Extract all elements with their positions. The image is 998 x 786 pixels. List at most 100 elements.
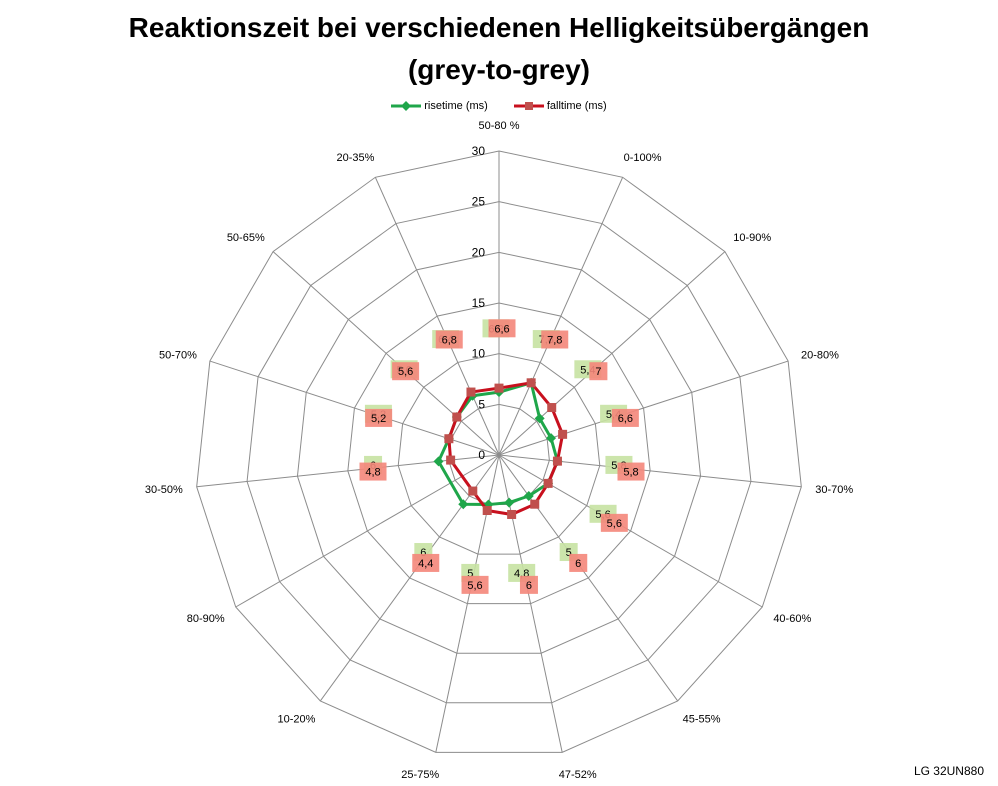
falltime-label-box <box>589 362 608 381</box>
series-line-risetime <box>437 381 559 507</box>
falltime-point <box>547 403 557 413</box>
legend-label-falltime: falltime (ms) <box>546 100 607 112</box>
grid-ring <box>246 201 752 704</box>
risetime-point <box>523 490 534 501</box>
falltime-data-label: 5,2 <box>371 413 386 425</box>
grid-spoke <box>498 360 789 456</box>
legend-item-falltime: falltime (ms) <box>513 100 607 112</box>
falltime-point <box>494 383 504 393</box>
falltime-data-label: 5,6 <box>467 580 482 592</box>
risetime-point <box>433 456 444 467</box>
falltime-data-label: 6 <box>575 558 581 570</box>
falltime-data-label: 5,6 <box>398 366 413 378</box>
falltime-data-label: 6,8 <box>442 335 457 347</box>
falltime-data-label: 6,6 <box>618 413 633 425</box>
legend: risetime (ms) falltime (ms) <box>0 100 998 112</box>
legend-marker-risetime-icon <box>391 101 422 111</box>
category-label: 20-80% <box>801 349 839 361</box>
category-label: 45-55% <box>683 714 721 726</box>
grid-ring <box>347 302 651 605</box>
risetime-data-label: 6 <box>420 547 426 559</box>
falltime-point <box>482 506 492 516</box>
falltime-point <box>444 434 454 444</box>
falltime-data-label: 6 <box>526 580 532 592</box>
falltime-point <box>552 456 562 466</box>
falltime-label-box <box>435 330 463 349</box>
chart-title: Reaktionszeit bei verschiedenen Helligke… <box>128 12 870 43</box>
category-label: 10-90% <box>733 232 771 244</box>
model-label: LG 32UN880 <box>913 764 984 778</box>
falltime-point <box>530 499 540 509</box>
falltime-data-label: 6,6 <box>494 323 509 335</box>
category-label: 30-70% <box>815 484 853 496</box>
risetime-point <box>458 499 469 510</box>
tick-label: 10 <box>472 347 486 361</box>
falltime-label-box <box>412 553 440 572</box>
grid-spoke <box>498 251 726 456</box>
category-label: 50-80 % <box>479 120 520 132</box>
risetime-data-label: 5 <box>467 568 473 580</box>
grid-spoke <box>498 454 802 488</box>
tick-label: 15 <box>472 296 486 310</box>
falltime-label-box <box>617 462 645 481</box>
risetime-data-label: 5 <box>566 547 572 559</box>
grid-spoke <box>235 454 500 608</box>
falltime-data-label: 7 <box>595 366 601 378</box>
tick-label: 5 <box>478 397 485 411</box>
falltime-data-label: 4,8 <box>365 467 380 479</box>
category-label: 50-70% <box>159 349 197 361</box>
chart-subtitle: (grey-to-grey) <box>407 54 590 85</box>
category-label: 30-50% <box>145 484 183 496</box>
falltime-point <box>543 478 553 488</box>
grid-spoke <box>319 454 500 702</box>
falltime-label-box <box>611 408 639 427</box>
grid-spoke <box>272 251 500 456</box>
grid-spoke <box>374 177 500 456</box>
legend-marker-falltime-icon <box>513 102 544 110</box>
risetime-point <box>546 433 557 444</box>
grid-spoke <box>209 360 500 456</box>
legend-label-risetime: risetime (ms) <box>424 100 488 112</box>
grid-spoke <box>498 454 763 608</box>
falltime-data-label: 7,8 <box>547 335 562 347</box>
falltime-point <box>558 429 568 439</box>
risetime-point <box>534 413 545 424</box>
category-label: 47-52% <box>559 769 597 781</box>
falltime-label-box <box>365 408 393 427</box>
falltime-label-box <box>359 462 387 481</box>
falltime-point <box>466 387 476 397</box>
category-label: 50-65% <box>227 232 265 244</box>
grid-ring <box>196 150 802 753</box>
falltime-label-box <box>569 553 588 572</box>
falltime-data-label: 4,4 <box>418 558 433 570</box>
tick-label: 25 <box>472 195 486 209</box>
legend-item-risetime: risetime (ms) <box>391 100 488 112</box>
category-label: 80-90% <box>187 613 225 625</box>
falltime-label-box <box>519 575 538 594</box>
falltime-label-box <box>541 330 569 349</box>
falltime-data-label: 5,6 <box>607 518 622 530</box>
falltime-label-box <box>488 319 516 338</box>
falltime-label-box <box>600 513 628 532</box>
tick-label: 20 <box>472 245 486 259</box>
falltime-point <box>468 486 478 496</box>
risetime-point <box>504 497 515 508</box>
grid-ring <box>397 353 601 555</box>
falltime-label-box <box>392 362 420 381</box>
category-label: 25-75% <box>401 769 439 781</box>
falltime-data-label: 5,8 <box>623 467 638 479</box>
category-label: 10-20% <box>277 714 315 726</box>
falltime-point <box>507 509 517 519</box>
falltime-point <box>446 455 456 465</box>
grid-ring <box>296 251 702 654</box>
falltime-label-box <box>461 575 489 594</box>
tick-label: 30 <box>472 144 486 158</box>
falltime-point <box>452 412 462 422</box>
grid-spoke <box>498 177 624 456</box>
falltime-point <box>526 378 536 388</box>
category-label: 20-35% <box>336 152 374 164</box>
category-label: 0-100% <box>624 152 662 164</box>
category-label: 40-60% <box>773 613 811 625</box>
tick-label: 0 <box>478 448 485 462</box>
